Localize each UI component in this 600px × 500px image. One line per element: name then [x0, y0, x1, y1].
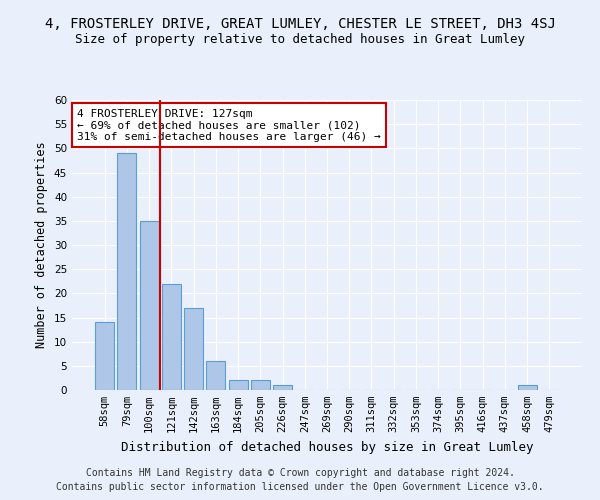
Bar — [518, 385, 536, 390]
Text: Size of property relative to detached houses in Great Lumley: Size of property relative to detached ho… — [75, 32, 525, 46]
Bar — [251, 380, 270, 390]
X-axis label: Distribution of detached houses by size in Great Lumley: Distribution of detached houses by size … — [121, 440, 533, 454]
Text: 4 FROSTERLEY DRIVE: 127sqm
← 69% of detached houses are smaller (102)
31% of sem: 4 FROSTERLEY DRIVE: 127sqm ← 69% of deta… — [77, 108, 381, 142]
Bar — [140, 221, 158, 390]
Y-axis label: Number of detached properties: Number of detached properties — [35, 142, 49, 348]
Bar — [206, 361, 225, 390]
Bar — [229, 380, 248, 390]
Text: Contains HM Land Registry data © Crown copyright and database right 2024.: Contains HM Land Registry data © Crown c… — [86, 468, 514, 477]
Bar — [118, 153, 136, 390]
Bar — [184, 308, 203, 390]
Text: 4, FROSTERLEY DRIVE, GREAT LUMLEY, CHESTER LE STREET, DH3 4SJ: 4, FROSTERLEY DRIVE, GREAT LUMLEY, CHEST… — [44, 18, 556, 32]
Bar — [95, 322, 114, 390]
Bar — [273, 385, 292, 390]
Text: Contains public sector information licensed under the Open Government Licence v3: Contains public sector information licen… — [56, 482, 544, 492]
Bar — [162, 284, 181, 390]
